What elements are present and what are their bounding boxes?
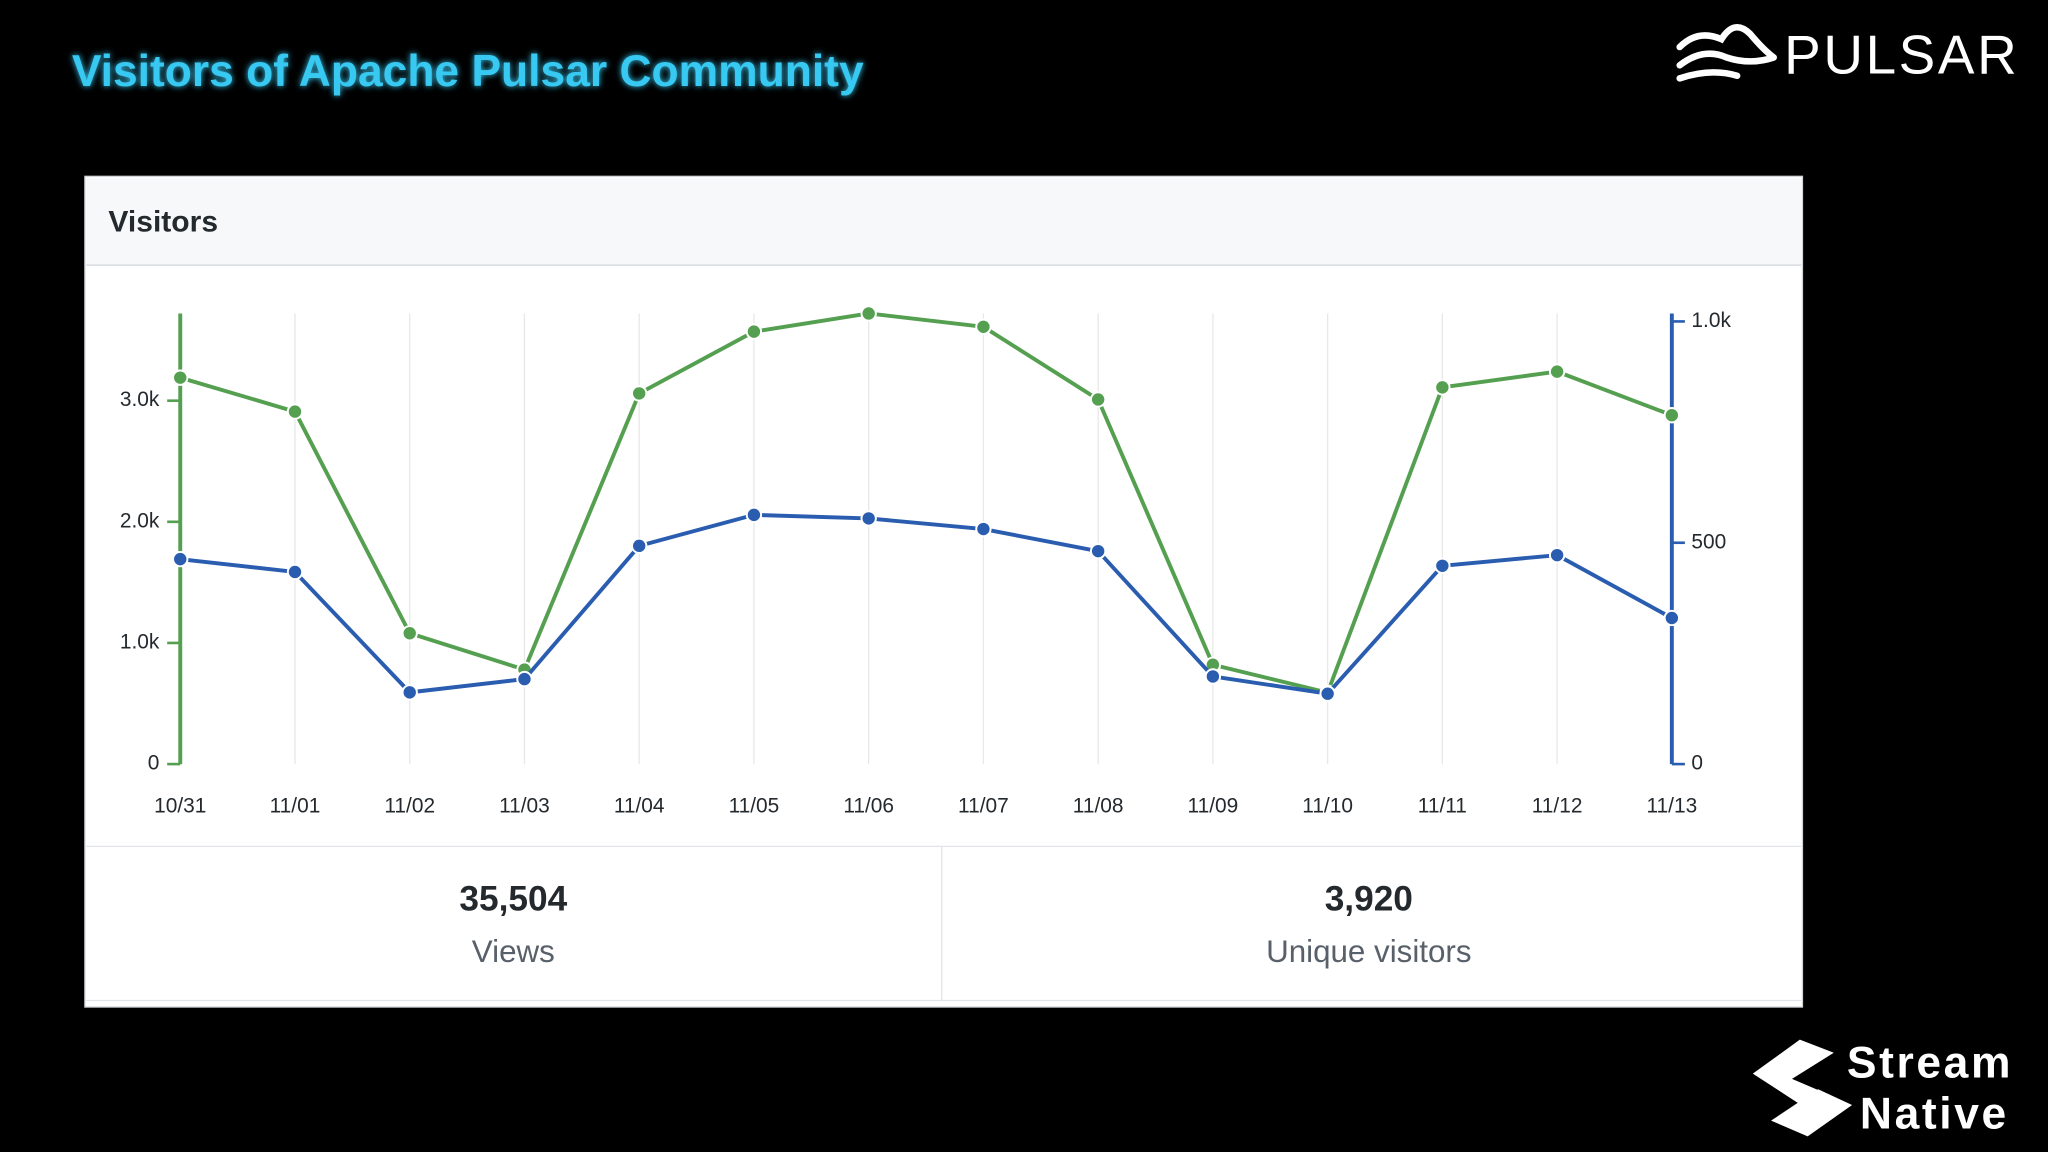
x-tick-label: 11/02 — [384, 795, 435, 818]
streamnative-logo: Stream Native — [1752, 1039, 2013, 1138]
data-point — [1089, 391, 1107, 408]
x-tick-label: 11/11 — [1418, 795, 1467, 818]
panel: Visitors 35,504 Views 3,920 Unique visit… — [84, 175, 1804, 1008]
x-tick-label: 11/06 — [843, 795, 894, 818]
x-tick-label: 10/31 — [154, 795, 206, 818]
sn-word-2: Native — [1860, 1089, 2009, 1138]
data-point — [286, 563, 304, 581]
x-tick-label: 11/03 — [499, 795, 550, 818]
series-line — [180, 512, 1673, 696]
stat-label: Unique visitors — [1266, 934, 1471, 969]
data-point — [1434, 379, 1451, 396]
sn-word-1: Stream — [1847, 1039, 2013, 1088]
data-point — [1204, 668, 1222, 685]
data-point — [631, 537, 648, 555]
series-line — [179, 311, 1673, 695]
y-tick-label: 2.0k — [120, 509, 160, 532]
data-point — [172, 550, 189, 568]
sn-mark-top — [1752, 1039, 1834, 1108]
data-point — [1548, 363, 1566, 380]
data-point — [1434, 557, 1451, 574]
y-tick-label: 1.0k — [120, 630, 160, 653]
pulsar-wordmark: PULSAR — [1784, 23, 2019, 85]
x-tick-label: 11/01 — [270, 795, 321, 818]
panel-title: Visitors — [108, 205, 218, 238]
x-tick-label: 11/04 — [614, 795, 665, 818]
chart: 10/31 11/01 11/02 11/03 11/04 11/05 11/06 11/07… — [120, 305, 1731, 818]
data-point — [1663, 609, 1680, 627]
data-point — [860, 510, 877, 527]
x-tick-label: 11/08 — [1073, 795, 1124, 818]
y2-tick-label: 500 — [1691, 530, 1726, 553]
data-point — [172, 369, 189, 386]
y2-tick-label: 0 — [1691, 752, 1703, 775]
stat-value: 3,920 — [1325, 880, 1413, 919]
sn-mark-bottom — [1771, 1089, 1853, 1137]
x-tick-label: 11/10 — [1302, 795, 1353, 818]
x-tick-label: 11/12 — [1532, 795, 1583, 818]
slide-title: Visitors of Apache Pulsar Community — [72, 47, 864, 96]
data-point — [1548, 546, 1566, 564]
y-tick-label: 3.0k — [120, 388, 160, 411]
data-point — [401, 625, 418, 642]
data-point — [286, 403, 304, 420]
data-point — [631, 385, 648, 402]
x-tick-label: 11/07 — [958, 795, 1009, 818]
data-point — [745, 323, 763, 340]
data-point — [1319, 685, 1336, 702]
data-point — [1663, 407, 1680, 424]
pulsar-mark — [1676, 24, 1777, 82]
data-point — [1089, 543, 1107, 560]
pulsar-logo: PULSAR — [1676, 23, 2019, 85]
data-point — [745, 506, 763, 524]
x-tick-label: 11/09 — [1188, 795, 1239, 818]
y2-tick-label: 1.0k — [1691, 309, 1731, 332]
stat-label: Views — [472, 934, 555, 969]
data-point — [401, 684, 418, 701]
y-tick-label: 0 — [148, 752, 160, 775]
x-tick-label: 11/05 — [729, 795, 780, 818]
x-tick-label: 11/13 — [1646, 795, 1697, 818]
panel-box — [84, 175, 1804, 1008]
data-point — [860, 305, 877, 322]
panel-header — [86, 177, 1802, 266]
data-point — [975, 520, 992, 538]
data-point — [516, 670, 533, 688]
stat-value: 35,504 — [459, 880, 567, 919]
data-point — [975, 318, 992, 335]
